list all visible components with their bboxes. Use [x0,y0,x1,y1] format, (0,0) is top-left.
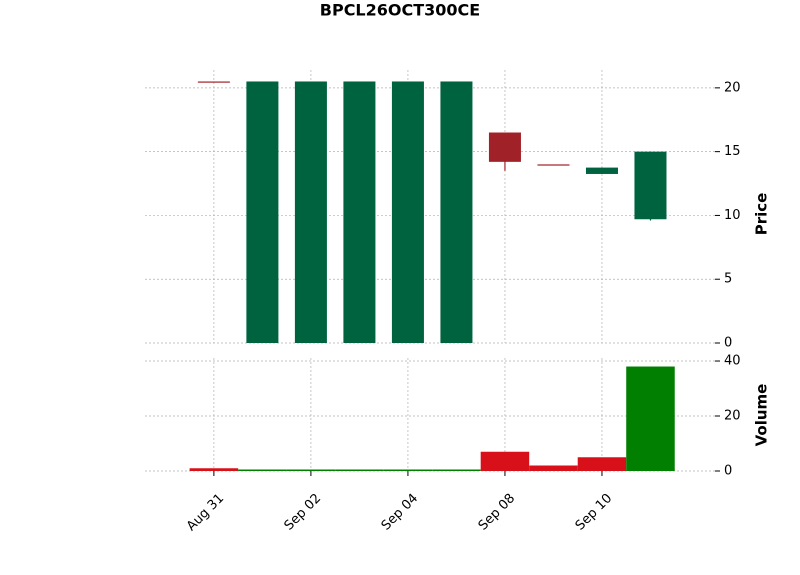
y2-tick-label: 40 [724,354,741,369]
candle-body [585,167,618,174]
y-tick-label: 0 [724,336,732,351]
candle-body [343,81,376,343]
candle-body [440,81,473,343]
candle-body [197,81,230,83]
y2-axis-title: Volume [753,384,771,447]
volume-bar [626,366,675,471]
x-tick-label: Sep 08 [476,491,519,534]
y-tick-label: 5 [724,272,732,287]
volume-bar [577,457,627,471]
chart-title: BPCL26OCT300CE [320,1,480,20]
y-tick-label: 10 [724,208,741,223]
x-tick-label: Sep 10 [573,491,616,534]
candle-body [537,164,570,166]
candle-body [294,81,327,343]
y2-tick-label: 0 [724,464,732,479]
x-tick-label: Sep 04 [379,491,422,534]
volume-bar [189,468,239,471]
candle-body [488,132,521,162]
volume-bar [432,469,481,471]
volume-bar [335,469,384,471]
y-axis-title: Price [753,193,771,236]
volume-bar [529,465,578,471]
volume-bar [383,469,433,471]
x-tick-label: Aug 31 [184,491,227,534]
y-tick-label: 20 [724,80,741,95]
x-tick-label: Sep 02 [282,491,325,534]
candle-body [634,151,667,220]
candle-body [391,81,424,343]
y-tick-label: 15 [724,144,741,159]
y2-tick-label: 20 [724,409,741,424]
volume-bar [480,451,530,471]
candle-body [246,81,279,343]
volume-bar [238,469,287,471]
volume-bar [286,469,336,471]
